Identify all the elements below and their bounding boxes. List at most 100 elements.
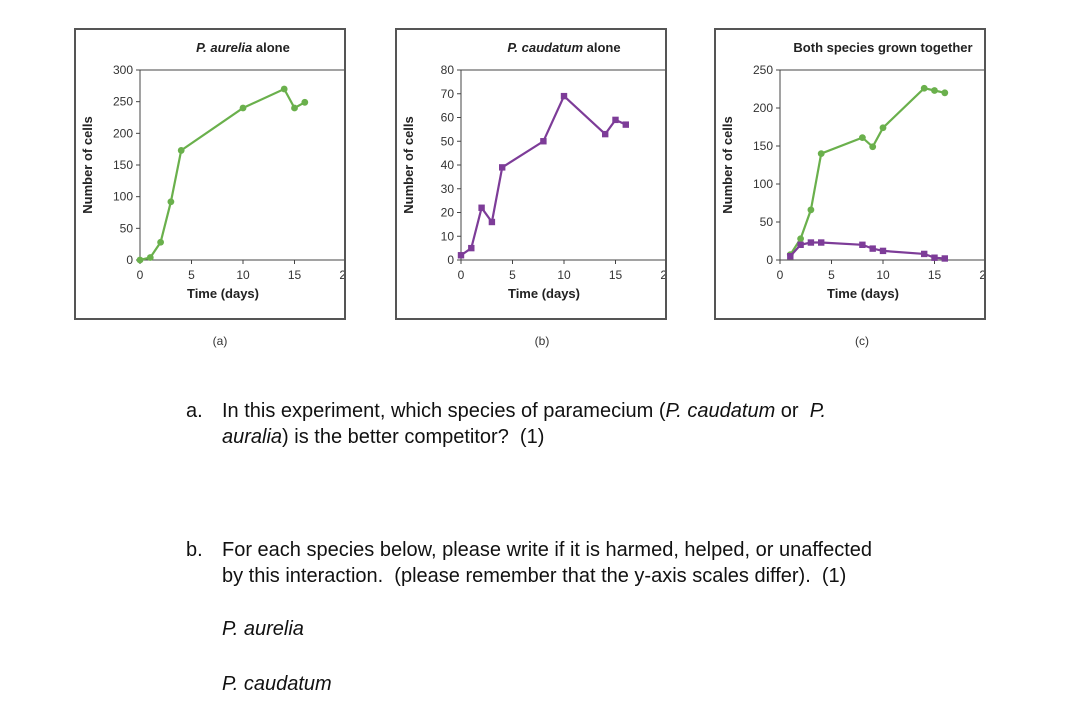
data-point	[301, 98, 309, 106]
y-tick-label: 250	[753, 63, 773, 77]
y-tick-label: 40	[441, 158, 455, 172]
data-point	[478, 204, 485, 211]
data-point	[859, 134, 866, 142]
y-tick-label: 100	[113, 190, 133, 204]
data-point	[157, 238, 164, 246]
data-point	[869, 245, 876, 252]
y-tick-label: 0	[766, 253, 773, 267]
data-point	[622, 121, 629, 128]
question-a-species2-start: P.	[809, 400, 827, 422]
data-point	[931, 254, 938, 261]
question-a-mid: or	[775, 400, 810, 422]
data-point	[859, 241, 866, 248]
question-a-post: ) is the better competitor? (1)	[282, 426, 545, 448]
x-tick-label: 15	[288, 268, 302, 282]
x-tick-label: 15	[928, 268, 942, 282]
x-tick-label: 20	[979, 268, 984, 282]
species-caudatum: P. caudatum	[222, 673, 332, 695]
data-point	[146, 254, 154, 261]
data-point	[468, 244, 475, 252]
data-point	[612, 116, 619, 124]
y-tick-label: 50	[760, 215, 774, 229]
species-aurelia: P. aurelia	[222, 618, 304, 640]
y-axis-label: Number of cells	[80, 116, 95, 214]
data-point	[797, 235, 804, 243]
chart-title: P. aurelia alone	[196, 40, 290, 55]
y-tick-label: 60	[441, 111, 455, 125]
data-point	[239, 104, 247, 112]
data-point	[807, 239, 815, 246]
data-point	[177, 147, 185, 154]
y-tick-label: 200	[113, 126, 133, 140]
x-axis-label: Time (days)	[187, 286, 259, 301]
chart-title: P. caudatum alone	[507, 40, 620, 55]
question-b-letter: b.	[186, 539, 203, 561]
y-tick-label: 100	[753, 177, 773, 191]
data-point	[787, 253, 794, 260]
x-tick-label: 0	[137, 268, 144, 282]
chart-panel-a: P. aurelia alone 0 50 100 150 200 250 300 0 5 10 15…	[74, 28, 346, 320]
y-tick-label: 10	[441, 229, 455, 243]
x-tick-label: 5	[828, 268, 835, 282]
y-tick-label: 0	[447, 253, 454, 267]
chart-panel-b: P. caudatum alone 0 10 20 30 40 50 60 70 80 0 5 10 15…	[395, 28, 667, 320]
data-point	[941, 255, 948, 262]
data-point	[807, 206, 815, 214]
data-point	[280, 85, 288, 93]
x-tick-label: 15	[609, 268, 623, 282]
data-point	[931, 87, 938, 94]
x-tick-label: 10	[557, 268, 571, 282]
y-tick-label: 20	[441, 206, 455, 220]
caption-c: (c)	[855, 334, 869, 348]
data-point	[291, 104, 298, 112]
y-tick-label: 50	[441, 134, 455, 148]
question-a-text: In this experiment, which species of par…	[222, 398, 1022, 450]
series-line-1	[789, 241, 945, 260]
data-point	[869, 143, 877, 151]
x-tick-label: 0	[777, 268, 784, 282]
series-line-0	[789, 86, 946, 256]
y-tick-label: 150	[753, 139, 773, 153]
data-point	[879, 124, 887, 132]
question-a-species2-end: auralia	[222, 426, 283, 448]
y-tick-label: 150	[113, 158, 133, 172]
x-tick-label: 5	[188, 268, 195, 282]
data-point	[540, 138, 547, 145]
chart-title: Both species grown together	[793, 40, 972, 55]
y-axis-label: Number of cells	[401, 116, 416, 214]
chart-panel-c: Both species grown together 0 50 100 150 200 2…	[714, 28, 986, 320]
x-axis-label: Time (days)	[827, 286, 899, 301]
chart-b: P. caudatum alone 0 10 20 30 40 50 60 70 80 0 5 10 15…	[401, 40, 665, 301]
y-tick-label: 0	[126, 253, 133, 267]
data-point	[920, 84, 928, 92]
x-axis-label: Time (days)	[508, 286, 580, 301]
x-tick-label: 10	[236, 268, 250, 282]
question-b-line2: by this interaction. (please remember th…	[222, 565, 847, 587]
y-tick-label: 30	[441, 182, 455, 196]
plot-frame	[139, 69, 344, 261]
question-a-pre: In this experiment, which species of par…	[222, 400, 666, 422]
data-point	[879, 247, 887, 255]
question-a-letter: a.	[186, 400, 203, 422]
data-point	[941, 89, 949, 97]
data-point	[499, 164, 506, 171]
data-point	[602, 130, 609, 138]
data-point	[560, 92, 568, 100]
series-line-0	[460, 94, 627, 257]
series-line-0	[139, 87, 306, 262]
y-tick-label: 80	[441, 63, 455, 77]
x-tick-label: 20	[339, 268, 344, 282]
caption-a: (a)	[212, 334, 228, 348]
plot-frame	[779, 69, 984, 261]
y-tick-label: 70	[441, 87, 455, 101]
data-point	[921, 250, 928, 258]
data-point	[167, 198, 175, 206]
data-point	[818, 239, 825, 246]
chart-a: P. aurelia alone 0 50 100 150 200 250 300 0 5 10 15…	[80, 40, 344, 301]
data-point	[457, 252, 465, 259]
data-point	[136, 256, 144, 264]
data-point	[797, 241, 804, 248]
question-a-species1: P. caudatum	[665, 400, 776, 422]
question-b-line1: For each species below, please write if …	[222, 539, 872, 561]
y-axis-label: Number of cells	[720, 116, 735, 214]
